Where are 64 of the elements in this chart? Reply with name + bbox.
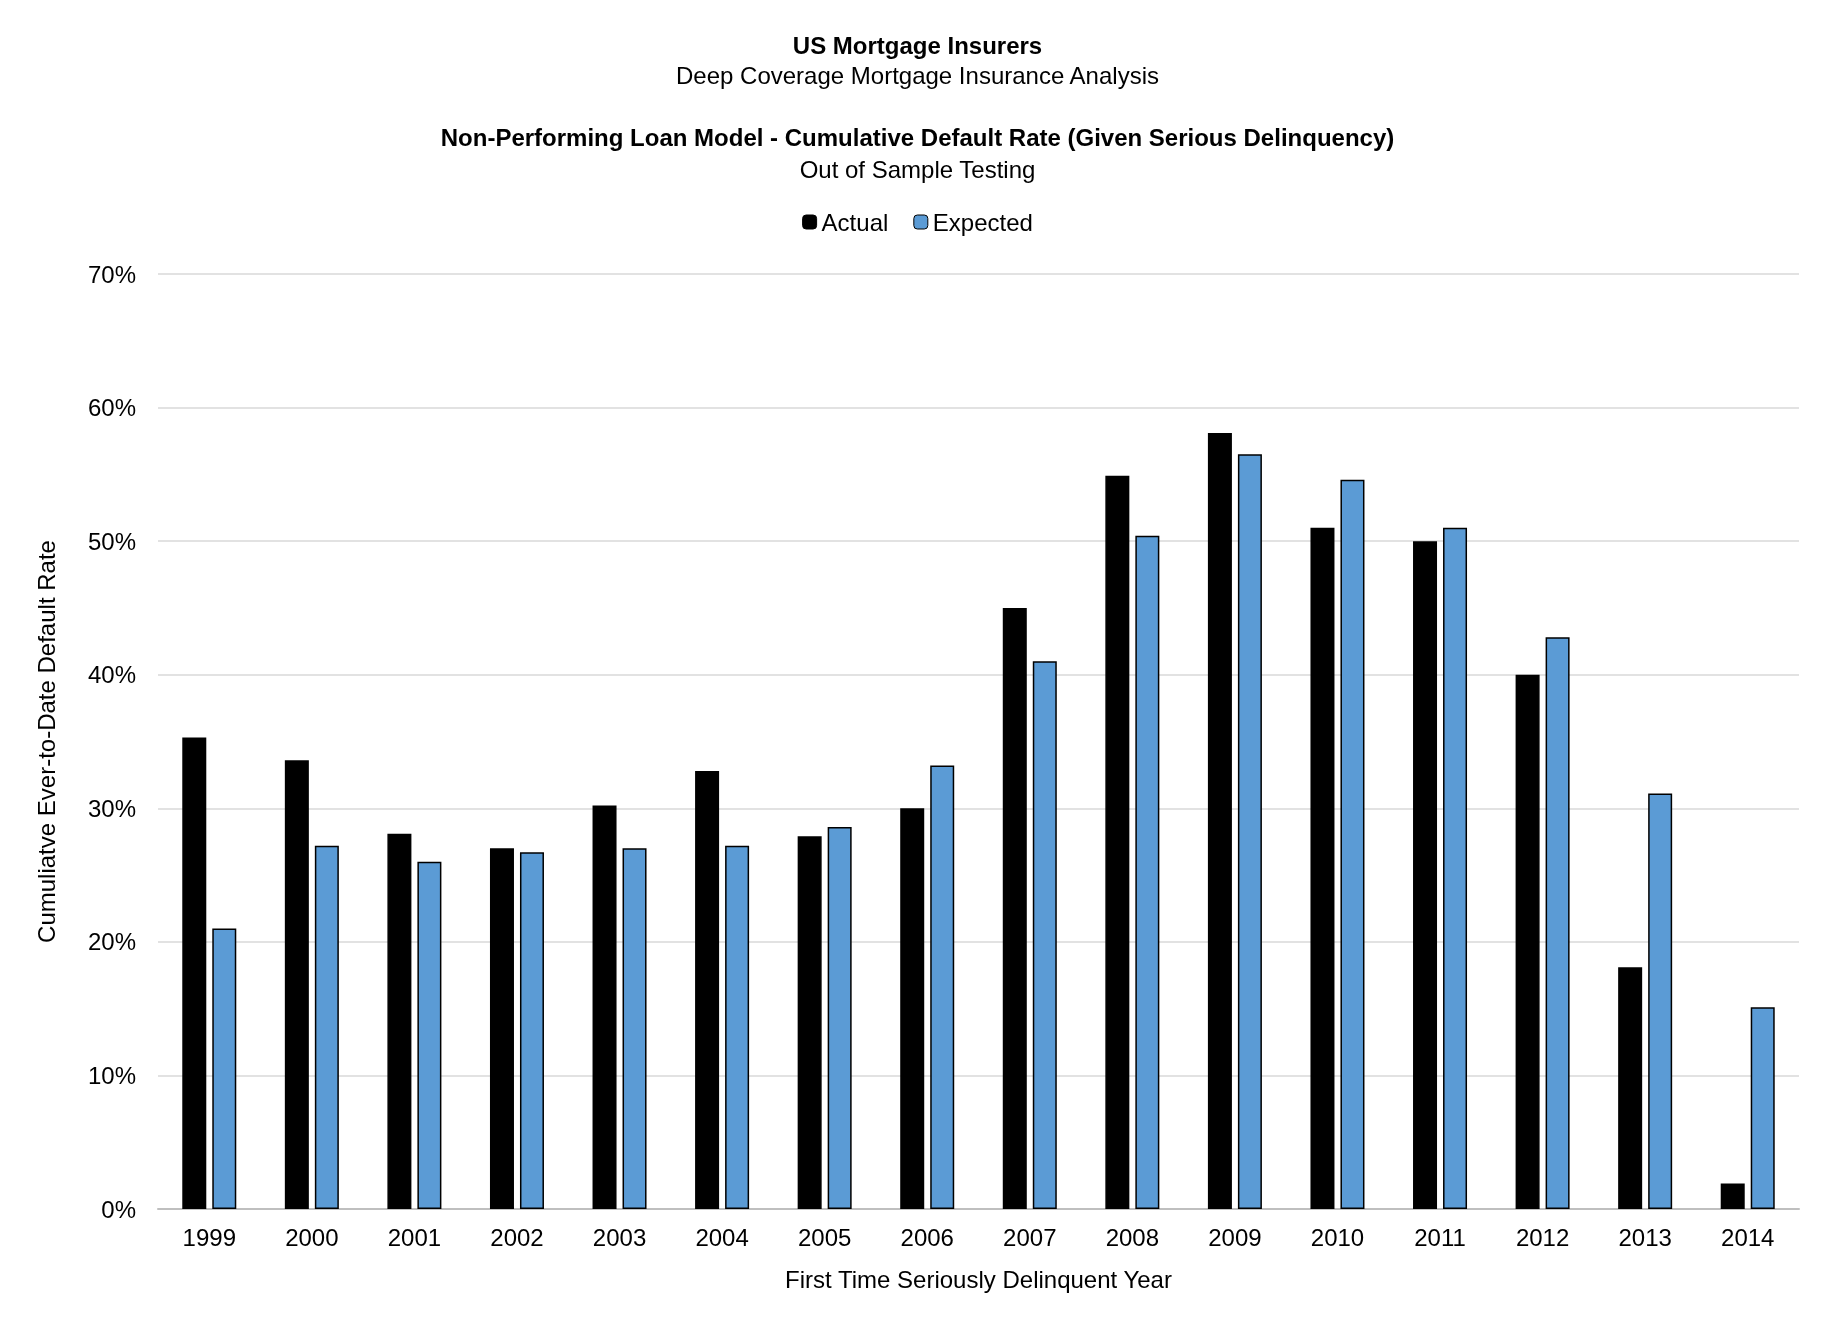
bar	[797, 836, 822, 1209]
x-tick-label: 2012	[1515, 1223, 1570, 1251]
x-tick-label: 2009	[1208, 1223, 1262, 1251]
bar	[1515, 674, 1540, 1209]
x-tick-label: 2007	[1003, 1223, 1057, 1251]
y-tick-label: 30%	[87, 794, 136, 822]
x-tick-label: 2013	[1618, 1223, 1672, 1251]
bar	[1413, 541, 1438, 1209]
bar	[1618, 967, 1643, 1209]
bar	[314, 845, 339, 1209]
bar	[1545, 637, 1570, 1209]
y-tick-label: 70%	[87, 260, 136, 288]
bar	[622, 848, 647, 1209]
x-tick-label: 2000	[285, 1223, 339, 1251]
x-tick-label: 1999	[182, 1223, 236, 1251]
x-tick-label: 2011	[1414, 1223, 1466, 1251]
y-tick-label: 10%	[87, 1061, 136, 1089]
bar	[1443, 527, 1468, 1209]
chart-title: US Mortgage Insurers	[792, 31, 1043, 59]
y-axis-title: Cumuliatve Ever-to-Date Default Rate	[32, 540, 60, 943]
bar	[695, 770, 720, 1209]
chart-subtitle: Deep Coverage Mortgage Insurance Analysis	[676, 61, 1159, 89]
x-tick-label: 2006	[900, 1223, 954, 1251]
x-axis-title: First Time Seriously Delinquent Year	[785, 1265, 1172, 1293]
bar	[1032, 661, 1057, 1209]
x-tick-label: 2008	[1105, 1223, 1160, 1251]
text: Non-Performing Loan Model - Cumulative Default Rate (Given Serious Delinquency)	[440, 123, 1395, 151]
bar	[212, 928, 237, 1209]
bar	[284, 760, 309, 1209]
bar	[1237, 454, 1262, 1209]
y-tick-label: 20%	[87, 928, 136, 956]
bar	[1750, 1007, 1775, 1209]
bar	[1648, 793, 1673, 1209]
bar	[1135, 535, 1160, 1209]
y-tick-label: 0%	[101, 1195, 136, 1223]
bar	[1105, 475, 1130, 1209]
bar	[1720, 1183, 1745, 1209]
x-tick-label: 2014	[1721, 1223, 1775, 1251]
x-tick-label: 2010	[1310, 1223, 1365, 1251]
bar	[489, 848, 514, 1209]
legend-label: Actual	[821, 208, 889, 236]
legend-label: Expected	[932, 208, 1033, 236]
y-tick-label: 50%	[87, 527, 136, 555]
x-tick-label: 2002	[490, 1223, 544, 1251]
bar	[592, 805, 617, 1209]
y-tick-label: 40%	[87, 661, 136, 689]
bar	[1207, 432, 1232, 1209]
text: Out of Sample Testing	[799, 155, 1036, 183]
bar	[1310, 527, 1335, 1209]
bar	[827, 826, 852, 1209]
bar	[725, 845, 750, 1209]
y-tick-label: 60%	[87, 394, 136, 422]
bar	[519, 852, 544, 1209]
x-tick-label: 2001	[387, 1223, 442, 1251]
x-tick-label: 2005	[797, 1223, 852, 1251]
bar	[182, 737, 207, 1209]
bar	[900, 808, 925, 1209]
bar	[417, 861, 442, 1209]
bar	[930, 765, 955, 1209]
x-tick-label: 2004	[695, 1223, 749, 1251]
x-tick-label: 2003	[592, 1223, 647, 1251]
bar	[387, 833, 412, 1209]
bar	[1002, 607, 1027, 1209]
bar	[1340, 479, 1365, 1209]
